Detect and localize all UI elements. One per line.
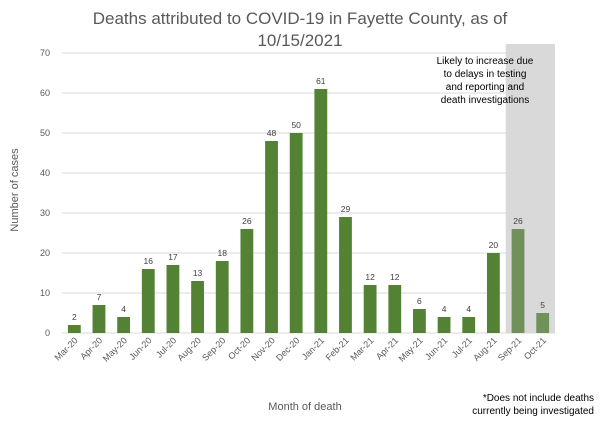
x-tick-label-May-21: May-21 xyxy=(397,335,425,363)
y-tick-label: 30 xyxy=(40,208,50,218)
bar-Jul-21 xyxy=(462,317,476,333)
data-label-Jun-21: 4 xyxy=(442,304,447,314)
x-tick-label-Jan-21: Jan-21 xyxy=(300,335,327,362)
bar-Apr-21 xyxy=(388,285,402,333)
x-tick-label-Mar-21: Mar-21 xyxy=(348,335,375,362)
data-label-Dec-20: 50 xyxy=(291,120,301,130)
x-tick-label-Nov-20: Nov-20 xyxy=(249,335,277,363)
data-label-Sep-20: 18 xyxy=(217,248,227,258)
data-label-Jan-21: 61 xyxy=(316,76,326,86)
x-tick-label-Oct-20: Oct-20 xyxy=(226,335,252,361)
y-tick-label: 40 xyxy=(40,168,50,178)
x-tick-label-Sep-20: Sep-20 xyxy=(200,335,228,363)
x-tick-label-Feb-21: Feb-21 xyxy=(324,335,351,362)
data-label-Aug-20: 13 xyxy=(193,268,203,278)
bar-Aug-21 xyxy=(486,253,500,333)
bar-Mar-21 xyxy=(363,285,377,333)
data-label-Aug-21: 20 xyxy=(489,240,499,250)
data-label-Mar-20: 2 xyxy=(72,312,77,322)
bar-Jun-20 xyxy=(141,269,155,333)
bar-Jan-21 xyxy=(314,89,328,333)
data-label-Jun-20: 16 xyxy=(144,256,154,266)
bar-Aug-20 xyxy=(191,281,204,333)
data-label-Jul-20: 17 xyxy=(168,252,178,262)
data-label-Apr-20: 7 xyxy=(97,292,102,302)
x-axis-label: Month of death xyxy=(268,401,341,413)
y-tick-label: 10 xyxy=(40,288,50,298)
x-tick-label-Jun-21: Jun-21 xyxy=(423,335,450,362)
data-label-Feb-21: 29 xyxy=(341,204,351,214)
annotation-line-4: death investigations xyxy=(441,95,529,106)
chart-title-line1: Deaths attributed to COVID-19 in Fayette… xyxy=(93,9,508,28)
x-tick-label-Sep-21: Sep-21 xyxy=(496,335,524,363)
bar-Jul-20 xyxy=(166,265,180,333)
annotation-line-1: Likely to increase due xyxy=(437,56,534,67)
chart-title-line2: 10/15/2021 xyxy=(257,31,342,50)
footnote-line-1: *Does not include deaths xyxy=(483,393,594,404)
x-tick-label-Oct-21: Oct-21 xyxy=(522,335,548,361)
x-tick-label-Mar-20: Mar-20 xyxy=(53,335,80,362)
data-label-Nov-20: 48 xyxy=(267,128,277,138)
bar-Oct-20 xyxy=(240,229,254,333)
bar-Sep-21 xyxy=(511,229,525,333)
x-tick-label-Aug-21: Aug-21 xyxy=(471,335,499,363)
annotation-line-2: to delays in testing xyxy=(444,69,527,80)
y-tick-label: 0 xyxy=(45,328,50,338)
data-label-May-21: 6 xyxy=(417,296,422,306)
y-axis-label: Number of cases xyxy=(9,148,21,232)
bar-Nov-20 xyxy=(265,141,278,333)
bar-May-20 xyxy=(117,317,131,333)
bar-Jun-21 xyxy=(437,317,451,333)
footnote-line-2: currently being investigated xyxy=(472,406,594,417)
x-tick-label-Aug-20: Aug-20 xyxy=(175,335,203,363)
x-tick-label-Dec-20: Dec-20 xyxy=(274,335,302,363)
bar-Feb-21 xyxy=(339,217,352,333)
x-tick-label-Jun-20: Jun-20 xyxy=(127,335,154,362)
data-label-Oct-20: 26 xyxy=(242,216,252,226)
bar-layer xyxy=(67,89,550,333)
label-layer: 2 7 4 16 17 13 18 26 48 50 61 29 12 12 6 4 4 20 26 5 xyxy=(72,76,545,322)
annotation: Likely to increase due to delays in test… xyxy=(437,56,534,106)
bar-Mar-20 xyxy=(67,325,81,333)
annotation-line-3: and reporting and xyxy=(446,82,524,93)
data-label-Oct-21: 5 xyxy=(540,300,545,310)
y-tick-label: 20 xyxy=(40,248,50,258)
data-label-Apr-21: 12 xyxy=(390,272,400,282)
data-label-May-20: 4 xyxy=(121,304,126,314)
bar-May-21 xyxy=(413,309,426,333)
bar-Dec-20 xyxy=(289,133,303,333)
data-label-Jul-21: 4 xyxy=(466,304,471,314)
y-tick-label: 70 xyxy=(40,48,50,58)
bar-Oct-21 xyxy=(536,313,550,333)
y-tick-label: 60 xyxy=(40,88,50,98)
y-tick-label: 50 xyxy=(40,128,50,138)
footnote: *Does not include deaths currently being… xyxy=(472,393,594,417)
bar-Apr-20 xyxy=(92,305,106,333)
bar-Sep-20 xyxy=(215,261,229,333)
y-tick-layer: 0 10 20 30 40 50 60 70 xyxy=(40,48,50,338)
x-tick-label-May-20: May-20 xyxy=(101,335,129,363)
data-label-Mar-21: 12 xyxy=(365,272,375,282)
data-label-Sep-21: 26 xyxy=(513,216,523,226)
